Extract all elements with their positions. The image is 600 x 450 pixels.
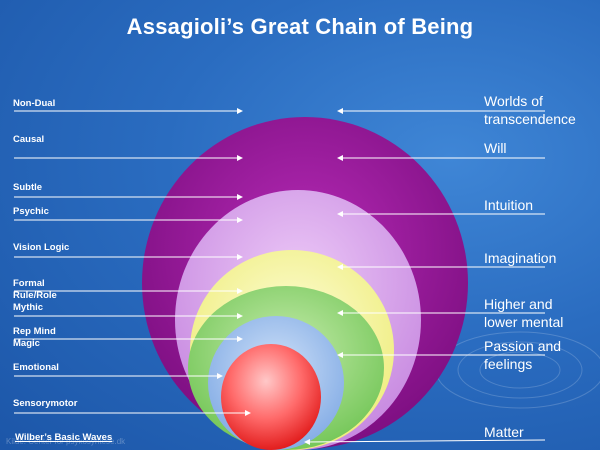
label-higher-lower-mental: Higher and lower mental: [484, 295, 563, 331]
label-magic: Magic: [13, 338, 40, 349]
source-watermark: Kilde: Center for psykosyntese.dk: [6, 437, 126, 446]
label-line: Will: [484, 140, 507, 156]
label-will: Will: [484, 139, 507, 157]
label-intuition: Intuition: [484, 196, 533, 214]
label-rep-mind: Rep Mind: [13, 326, 56, 337]
label-causal: Causal: [13, 134, 45, 145]
label-line: Matter: [484, 424, 524, 440]
label-line: Intuition: [484, 197, 534, 213]
label-emotional: Emotional: [13, 362, 59, 373]
label-mythic: Mythic: [13, 302, 44, 313]
label-sensorymotor: Sensorymotor: [13, 398, 78, 409]
left-arrows: [14, 108, 251, 416]
label-formal: Formal: [13, 278, 45, 289]
label-rule-role: Rule/Role: [13, 290, 57, 301]
label-line: transcendence: [484, 111, 576, 127]
label-line: Higher and: [484, 296, 553, 312]
label-line: Passion and: [484, 338, 562, 354]
label-line: lower mental: [484, 314, 564, 330]
label-imagination: Imagination: [484, 249, 556, 267]
label-passion-feelings: Passion and feelings: [484, 337, 561, 373]
label-worlds-of-transcendence: Worlds of transcendence: [484, 92, 576, 128]
matter-ellipse: [221, 344, 321, 450]
slide-title: Assagioli’s Great Chain of Being: [126, 14, 474, 39]
label-line: Imagination: [484, 250, 557, 266]
label-matter: Matter: [484, 423, 524, 441]
label-non-dual: Non-Dual: [13, 98, 56, 109]
label-line: feelings: [484, 356, 533, 372]
label-psychic: Psychic: [13, 206, 49, 217]
right-arrows: [304, 108, 546, 445]
label-subtle: Subtle: [13, 182, 43, 193]
label-line: Worlds of: [484, 93, 543, 109]
footer-caption: Wilber’s Basic Waves: [15, 432, 113, 443]
label-vision-logic: Vision Logic: [13, 242, 70, 253]
arrow-matter: [304, 438, 546, 445]
